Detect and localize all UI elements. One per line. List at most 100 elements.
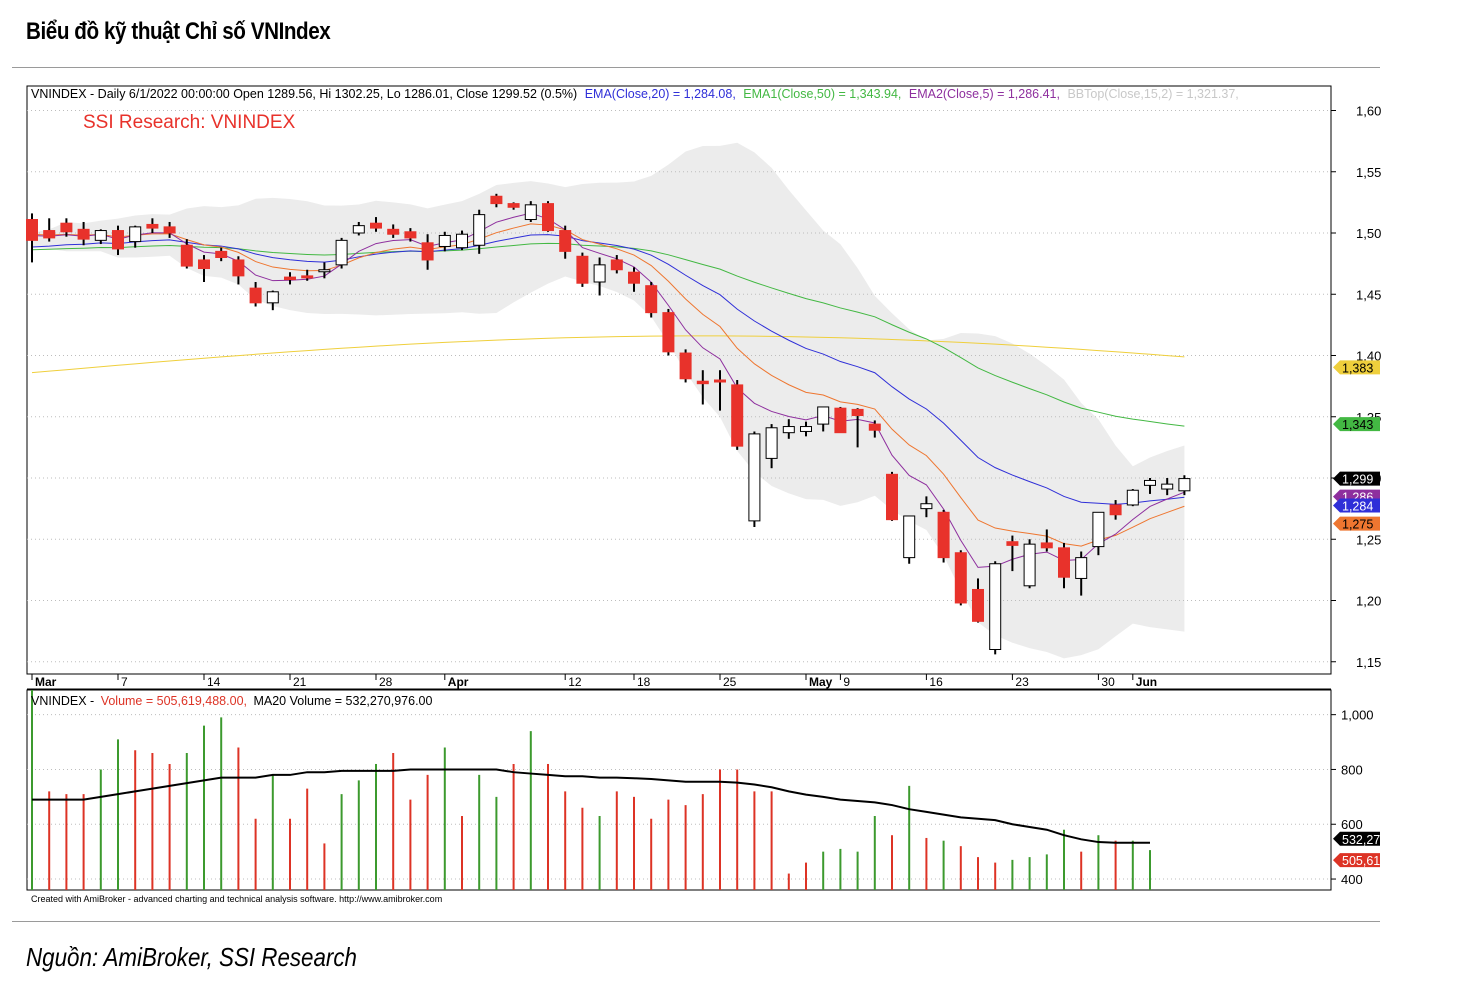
- price-value-tag-bg: [1333, 498, 1380, 513]
- candle-down: [1109, 504, 1122, 516]
- candle-down: [507, 203, 520, 208]
- price-header-ema50: EMA1(Close,50) = 1,343.94,: [743, 87, 901, 101]
- value-labels: 1,3831,3431,2991,2861,2841,275532,27505,…: [1333, 360, 1380, 868]
- ma20-volume-line: [32, 768, 1150, 844]
- candle-down: [112, 230, 124, 250]
- price-value-tag: 1,383: [1333, 360, 1380, 375]
- candle-down: [559, 230, 572, 252]
- ema20-line: [31, 234, 1185, 505]
- price-tick-label: 1,20: [1356, 594, 1381, 609]
- candle-down: [387, 228, 400, 235]
- price-value-tag-text: 1,275: [1342, 518, 1373, 532]
- candle-down: [180, 244, 193, 267]
- candle-down: [146, 223, 159, 229]
- candle-down: [731, 384, 744, 447]
- volume-header-prefix: VNINDEX -: [31, 694, 94, 708]
- date-label: Apr: [448, 675, 469, 689]
- candle-up: [782, 426, 795, 434]
- price-grid: [27, 110, 1331, 663]
- ema10-line: [31, 223, 1185, 547]
- date-label: 28: [379, 675, 393, 689]
- candle-down: [628, 271, 640, 284]
- price-header-bbtop: BBTop(Close,15,2) = 1,321.37,: [1067, 87, 1238, 101]
- volume-header-volume: Volume = 505,619,488.00,: [101, 694, 247, 708]
- candle-up: [748, 433, 761, 522]
- candle-down: [404, 231, 417, 239]
- candle-up: [989, 563, 1002, 650]
- candle-up: [456, 233, 468, 249]
- candle-up: [817, 406, 830, 425]
- candle-down: [937, 511, 950, 559]
- candle-down: [232, 259, 245, 277]
- date-label: 23: [1015, 675, 1029, 689]
- date-label: 21: [293, 675, 307, 689]
- price-header-prefix: VNINDEX - Daily 6/1/2022 00:00:00 Open 1…: [31, 87, 577, 101]
- date-label: 25: [723, 675, 737, 689]
- source-note: Nguồn: AmiBroker, SSI Research: [26, 942, 357, 972]
- price-tick-label: 1,15: [1356, 655, 1381, 670]
- price-value-tag-text: 1,343: [1342, 418, 1373, 432]
- candle-up: [1144, 479, 1156, 486]
- volume-header-text: VNINDEX - Volume = 505,619,488.00, MA20 …: [31, 694, 432, 708]
- price-value-tag: 1,284: [1333, 498, 1380, 514]
- candle-up: [94, 230, 107, 241]
- candle-up: [903, 515, 916, 559]
- candle-down: [1058, 547, 1070, 578]
- price-tick-label: 1,45: [1356, 287, 1381, 302]
- date-label: 14: [207, 675, 221, 689]
- volume-value-tag-bg: [1333, 831, 1380, 846]
- volume-panel: [26, 689, 1332, 891]
- candle-down: [696, 380, 709, 385]
- candle-down: [1040, 542, 1053, 549]
- volume-value-tag-bg: [1333, 853, 1380, 868]
- candle-down: [77, 228, 90, 240]
- date-label: 16: [929, 675, 943, 689]
- candle-down: [851, 408, 864, 417]
- top-divider: [12, 67, 1380, 68]
- candle-down: [370, 222, 382, 229]
- candle-down: [576, 255, 589, 284]
- volume-value-tag: 532,27: [1333, 831, 1380, 847]
- candle-up: [920, 503, 933, 510]
- candle-up: [593, 264, 606, 283]
- watermark: SSI Research: VNINDEX: [83, 112, 296, 133]
- volume-frame: [26, 689, 1332, 891]
- candle-down: [60, 222, 73, 233]
- volume-header-ma20: MA20 Volume = 532,270,976.00: [253, 694, 432, 708]
- date-label: 9: [843, 675, 850, 689]
- ma200-line: [31, 335, 1185, 374]
- candle-up: [129, 226, 142, 243]
- candle-up: [524, 204, 537, 221]
- date-label: 12: [568, 675, 582, 689]
- candle-up: [1161, 483, 1174, 490]
- candle-up: [266, 291, 279, 304]
- candle-down: [610, 259, 623, 271]
- candle-up: [1023, 543, 1036, 587]
- bottom-divider: [12, 921, 1380, 922]
- date-label: 7: [121, 675, 128, 689]
- candle-down: [249, 287, 262, 304]
- candles: [26, 193, 1191, 655]
- volume-tick-label: 800: [1341, 762, 1363, 777]
- price-value-tag: 1,343: [1333, 417, 1380, 432]
- date-label: Jun: [1136, 675, 1157, 689]
- volume-tick-label: 400: [1341, 872, 1363, 887]
- candle-down: [714, 379, 726, 383]
- price-tick-label: 1,60: [1356, 104, 1381, 119]
- candle-up: [1126, 489, 1139, 506]
- price-value-tag-bg: [1333, 516, 1380, 531]
- candle-up: [352, 225, 365, 234]
- candle-down: [679, 352, 692, 380]
- candle-down: [662, 312, 675, 353]
- candle-down: [645, 285, 658, 314]
- candle-up: [1178, 478, 1191, 492]
- price-tick-label: 1,25: [1356, 532, 1381, 547]
- candle-up: [438, 234, 451, 247]
- candle-down: [886, 473, 898, 521]
- price-value-tag-bg: [1333, 417, 1380, 432]
- candle-down: [490, 195, 503, 205]
- candle-down: [1006, 541, 1019, 546]
- candle-down: [972, 588, 984, 622]
- candle-down: [954, 552, 967, 604]
